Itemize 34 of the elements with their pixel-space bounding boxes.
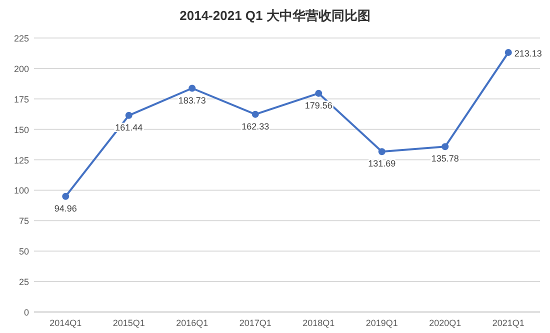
chart-title: 2014-2021 Q1 大中华营收同比图 [180,8,370,23]
data-label: 94.96 [54,203,77,214]
y-tick-label: 150 [14,124,29,135]
point [125,112,132,119]
point [504,48,512,56]
x-tick-label: 2015Q1 [112,318,145,328]
point [315,90,322,97]
data-label: 213.13 [514,48,542,58]
x-tick-label: 2020Q1 [429,318,462,328]
x-tick-label: 2016Q1 [176,318,208,328]
y-tick-label: 0 [24,308,29,318]
y-tick-label: 200 [14,64,29,74]
y-tick-label: 50 [18,246,29,257]
data-label: 179.56 [304,100,332,110]
data-label: 131.69 [368,158,396,169]
x-tick-label: 2018Q1 [302,318,335,328]
data-label: 162.33 [242,121,270,132]
y-tick-label: 225 [14,34,29,44]
y-tick-label: 25 [18,277,29,288]
x-tick-label: 2021Q1 [492,318,524,328]
y-tick-label: 175 [14,94,29,104]
y-tick-label: 125 [14,155,29,166]
y-tick-label: 100 [14,186,29,196]
point [442,143,449,150]
data-label: 183.73 [178,95,206,106]
y-tick-label: 75 [18,216,29,226]
x-tick-label: 2017Q1 [239,318,272,328]
x-tick-label: 2014Q1 [50,318,82,328]
point [378,148,386,156]
point [188,84,196,92]
x-tick-label: 2019Q1 [366,318,398,328]
point [252,110,259,118]
point [62,192,70,200]
data-label: 135.78 [431,154,459,164]
